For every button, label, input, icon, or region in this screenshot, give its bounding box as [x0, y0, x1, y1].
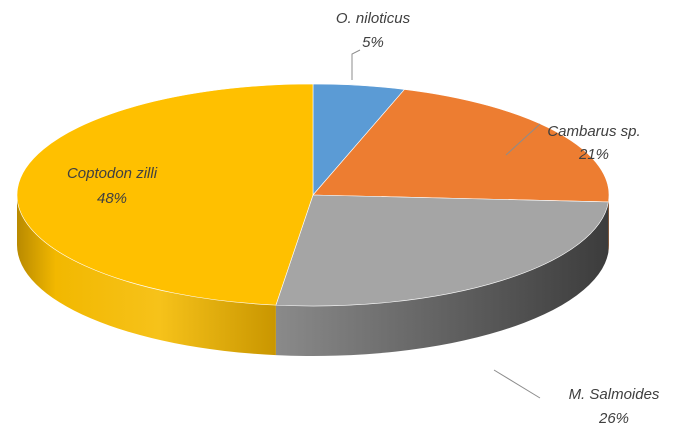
pie-side-m-salmoides: [275, 201, 609, 356]
pie-slice-m-salmoides: [275, 194, 609, 307]
pie-side-cambarus-sp: [608, 195, 609, 252]
leader-line-o-niloticus: [351, 49, 361, 80]
leader-line-cambarus-sp: [505, 123, 541, 156]
pie-sides: [17, 195, 609, 356]
pie-slices: [16, 83, 610, 307]
pie-labels: O. niloticus 5% Cambarus sp. 21% M. Salmoide…: [67, 10, 660, 427]
slice-value-m-salmoides: 26%: [598, 410, 629, 427]
leader-line-m-salmoides: [493, 369, 541, 399]
pie-side-coptodon-zilli: [17, 195, 276, 356]
pie-slice-cambarus-sp: [312, 89, 610, 203]
pie-slice-coptodon-zilli: [16, 83, 314, 306]
slice-label-coptodon-zilli: Coptodon zilli: [67, 165, 158, 182]
slice-value-coptodon-zilli: 48%: [97, 190, 127, 207]
slice-value-cambarus-sp: 21%: [578, 146, 609, 163]
slice-label-m-salmoides: M. Salmoides: [569, 386, 660, 403]
slice-label-cambarus-sp: Cambarus sp.: [547, 123, 640, 140]
slice-value-o-niloticus: 5%: [362, 34, 384, 51]
slice-label-o-niloticus: O. niloticus: [336, 10, 411, 27]
